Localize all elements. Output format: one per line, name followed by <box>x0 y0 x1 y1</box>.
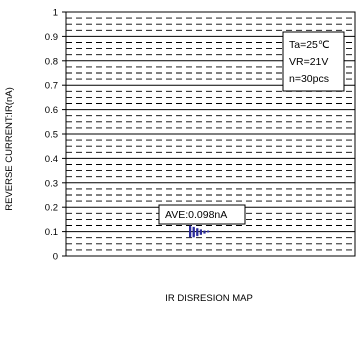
data-point <box>189 229 192 232</box>
data-point <box>192 231 195 234</box>
y-tick-label: 0.7 <box>45 81 58 92</box>
data-point <box>203 230 206 233</box>
data-point <box>196 228 199 230</box>
y-tick-label: 1 <box>53 8 58 19</box>
data-point <box>196 230 199 233</box>
data-point <box>189 226 192 229</box>
data-point <box>189 234 192 237</box>
y-tick-label: 0.9 <box>45 32 58 43</box>
scatter-points <box>189 225 210 238</box>
x-axis-label: IR DISRESION MAP <box>165 293 253 304</box>
data-point <box>192 234 195 237</box>
data-point <box>199 230 202 233</box>
y-tick-label: 0.2 <box>45 203 58 214</box>
data-point <box>196 233 199 235</box>
condition-sample-count: n=30pcs <box>289 73 329 85</box>
y-axis-ticks: 0 0.1 0.2 0.3 0.4 0.5 0.6 0.7 0.8 0.9 1 <box>45 8 66 263</box>
data-point <box>199 229 202 232</box>
data-point <box>203 231 206 234</box>
condition-temperature: Ta=25℃ <box>289 39 330 51</box>
y-tick-label: 0 <box>53 252 58 263</box>
data-point <box>189 225 192 228</box>
average-label: AVE:0.098nA <box>165 209 227 221</box>
average-box: AVE:0.098nA <box>158 204 246 225</box>
average-box-frame <box>158 204 246 225</box>
data-point <box>192 229 195 232</box>
data-point <box>192 233 195 235</box>
y-tick-label: 0.6 <box>45 105 58 116</box>
data-point <box>192 235 195 238</box>
data-point <box>196 229 199 232</box>
data-point <box>192 226 195 229</box>
data-point <box>192 230 195 233</box>
y-axis-label: REVERSE CURRENT:IR(nA) <box>4 87 15 211</box>
data-point <box>189 228 192 230</box>
data-point <box>192 228 195 230</box>
y-tick-label: 0.5 <box>45 130 58 141</box>
data-point <box>196 231 199 234</box>
data-point <box>189 233 192 235</box>
data-point <box>199 231 202 234</box>
y-tick-label: 0.8 <box>45 56 58 67</box>
y-tick-label: 0.4 <box>45 154 58 165</box>
data-point <box>196 234 199 237</box>
data-point <box>189 231 192 234</box>
conditions-box-frame <box>282 31 345 92</box>
condition-voltage: VR=21V <box>289 56 328 68</box>
conditions-box: Ta=25℃ VR=21V n=30pcs <box>282 31 345 92</box>
data-point <box>189 235 192 238</box>
data-point <box>199 233 202 235</box>
data-point <box>189 230 192 233</box>
y-tick-label: 0.1 <box>45 227 58 238</box>
data-point <box>207 230 210 233</box>
y-tick-label: 0.3 <box>45 178 58 189</box>
